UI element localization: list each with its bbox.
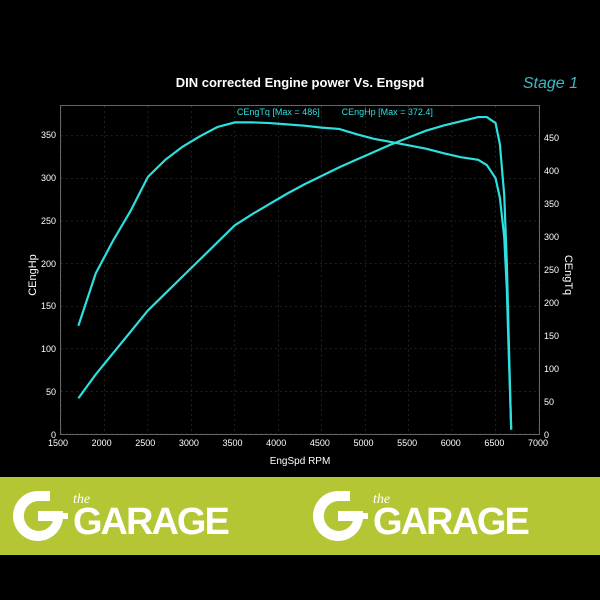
- x-axis-label: EngSpd RPM: [270, 456, 331, 467]
- y-axis-label-right: CEngTq: [562, 255, 574, 295]
- plot-svg: [61, 106, 539, 434]
- y-tick-left: 250: [41, 216, 56, 226]
- x-tick: 4500: [310, 438, 330, 448]
- chart-title: DIN corrected Engine power Vs. Engspd: [10, 75, 590, 90]
- logo-garage: GARAGE: [373, 506, 528, 538]
- y-tick-right: 250: [544, 265, 559, 275]
- x-tick: 7000: [528, 438, 548, 448]
- plot-area: [60, 105, 540, 435]
- annotation-hp-max: CEngHp [Max = 372.4]: [342, 107, 433, 117]
- y-tick-right: 50: [544, 397, 554, 407]
- y-tick-left: 50: [46, 387, 56, 397]
- x-tick: 4000: [266, 438, 286, 448]
- x-tick: 2500: [135, 438, 155, 448]
- x-tick: 5500: [397, 438, 417, 448]
- logo-text-right: the GARAGE: [373, 494, 528, 538]
- x-tick: 5000: [353, 438, 373, 448]
- y-tick-right: 200: [544, 298, 559, 308]
- y-tick-right: 100: [544, 364, 559, 374]
- y-tick-right: 350: [544, 199, 559, 209]
- x-tick: 3500: [223, 438, 243, 448]
- y-tick-right: 300: [544, 232, 559, 242]
- x-tick: 2000: [92, 438, 112, 448]
- y-tick-left: 300: [41, 173, 56, 183]
- dyno-chart: DIN corrected Engine power Vs. Engspd St…: [10, 75, 590, 475]
- y-tick-left: 350: [41, 130, 56, 140]
- x-tick: 6000: [441, 438, 461, 448]
- x-tick: 6500: [484, 438, 504, 448]
- y-tick-left: 200: [41, 259, 56, 269]
- logo-text-left: the GARAGE: [73, 494, 228, 538]
- y-axis-label-left: CEngHp: [27, 254, 39, 296]
- y-tick-left: 100: [41, 344, 56, 354]
- y-tick-right: 150: [544, 331, 559, 341]
- annotation-torque-max: CEngTq [Max = 486]: [237, 107, 320, 117]
- logo-g-icon: [308, 486, 368, 546]
- stage-label: Stage 1: [523, 75, 578, 93]
- logo-garage: GARAGE: [73, 506, 228, 538]
- x-tick: 1500: [48, 438, 68, 448]
- banner-left: the GARAGE: [0, 477, 300, 555]
- logo-g-icon: [8, 486, 68, 546]
- y-tick-left: 150: [41, 301, 56, 311]
- y-tick-right: 450: [544, 133, 559, 143]
- footer-banner: the GARAGE the GARAGE: [0, 477, 600, 555]
- x-tick: 3000: [179, 438, 199, 448]
- banner-right: the GARAGE: [300, 477, 600, 555]
- y-tick-right: 400: [544, 166, 559, 176]
